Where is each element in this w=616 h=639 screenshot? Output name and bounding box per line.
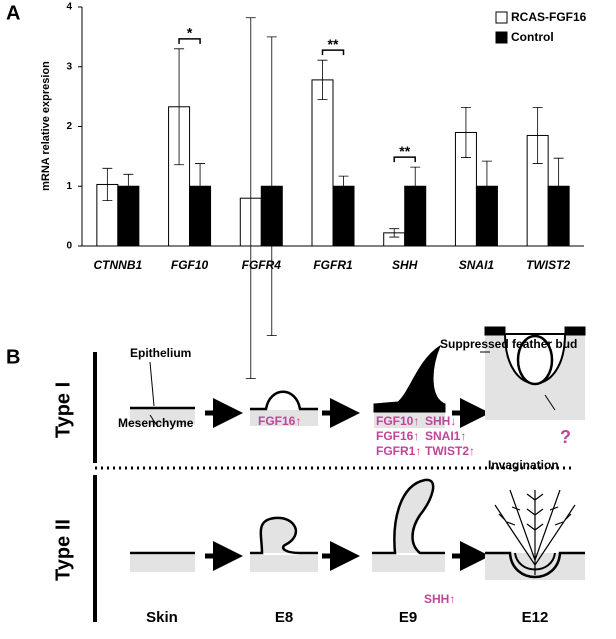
y-tick-label: 0 bbox=[66, 241, 72, 252]
row-label: Type II bbox=[52, 519, 74, 581]
error-bar bbox=[317, 59, 328, 101]
error-bar bbox=[195, 163, 206, 210]
label: Epithelium bbox=[130, 346, 191, 360]
bar bbox=[311, 79, 334, 247]
label: ? bbox=[560, 427, 571, 447]
panel-label: B bbox=[6, 346, 20, 368]
y-tick-label: 4 bbox=[66, 2, 72, 13]
marker-text: FGF16↑ bbox=[258, 414, 301, 428]
x-tick-label: FGFR1 bbox=[313, 258, 353, 272]
row-label: Type I bbox=[52, 382, 74, 438]
marker-text: TWIST2↑ bbox=[425, 444, 475, 458]
label: Mesenchyme bbox=[118, 416, 194, 430]
y-tick-label: 1 bbox=[66, 181, 72, 192]
significance-label: ** bbox=[328, 36, 339, 52]
legend-swatch bbox=[495, 11, 508, 24]
legend-label: RCAS-FGF16 bbox=[511, 10, 587, 24]
label: Suppressed feather bud bbox=[440, 337, 577, 351]
y-tick-label: 3 bbox=[66, 61, 72, 72]
y-axis-label: mRNA relative expresion bbox=[40, 61, 52, 191]
error-bar bbox=[460, 106, 471, 158]
y-tick-label: 2 bbox=[66, 121, 72, 132]
x-tick-label: SNAI1 bbox=[459, 258, 495, 272]
panel-label: A bbox=[6, 2, 20, 24]
error-bar bbox=[389, 228, 400, 238]
stage-label: E9 bbox=[399, 609, 417, 626]
marker-text: FGFR1↑ bbox=[376, 444, 421, 458]
error-bar bbox=[102, 167, 113, 201]
marker-text: FGF10↑ bbox=[376, 414, 419, 428]
error-bar bbox=[338, 175, 349, 197]
marker-text: FGF16↑ bbox=[376, 429, 419, 443]
error-bar bbox=[174, 48, 185, 166]
marker-text: SHH↓ bbox=[425, 414, 456, 428]
marker-text: SHH↑ bbox=[424, 592, 455, 606]
label: Invagination bbox=[488, 458, 559, 472]
significance-bracket bbox=[321, 49, 345, 56]
error-bar bbox=[123, 173, 134, 199]
legend-swatch bbox=[495, 31, 508, 44]
error-bar bbox=[410, 166, 421, 206]
significance-bracket bbox=[393, 156, 416, 163]
legend-label: Control bbox=[511, 30, 554, 44]
error-bar bbox=[532, 106, 543, 164]
stage-label: E12 bbox=[522, 609, 549, 626]
error-bar bbox=[553, 157, 564, 215]
x-tick-label: FGF10 bbox=[171, 258, 209, 272]
marker-text: SNAI1↑ bbox=[425, 429, 466, 443]
x-tick-label: CTNNB1 bbox=[94, 258, 143, 272]
significance-bracket bbox=[178, 38, 201, 44]
significance-label: ** bbox=[399, 143, 410, 159]
stage-label: Skin bbox=[146, 609, 178, 626]
x-tick-label: SHH bbox=[392, 258, 418, 272]
x-tick-label: FGFR4 bbox=[242, 258, 282, 272]
x-tick-label: TWIST2 bbox=[526, 258, 570, 272]
error-bar bbox=[266, 36, 277, 337]
significance-label: * bbox=[187, 25, 193, 41]
error-bar bbox=[481, 160, 492, 212]
stage-label: E8 bbox=[275, 609, 293, 626]
diagram bbox=[93, 326, 586, 622]
error-bar bbox=[245, 17, 256, 380]
